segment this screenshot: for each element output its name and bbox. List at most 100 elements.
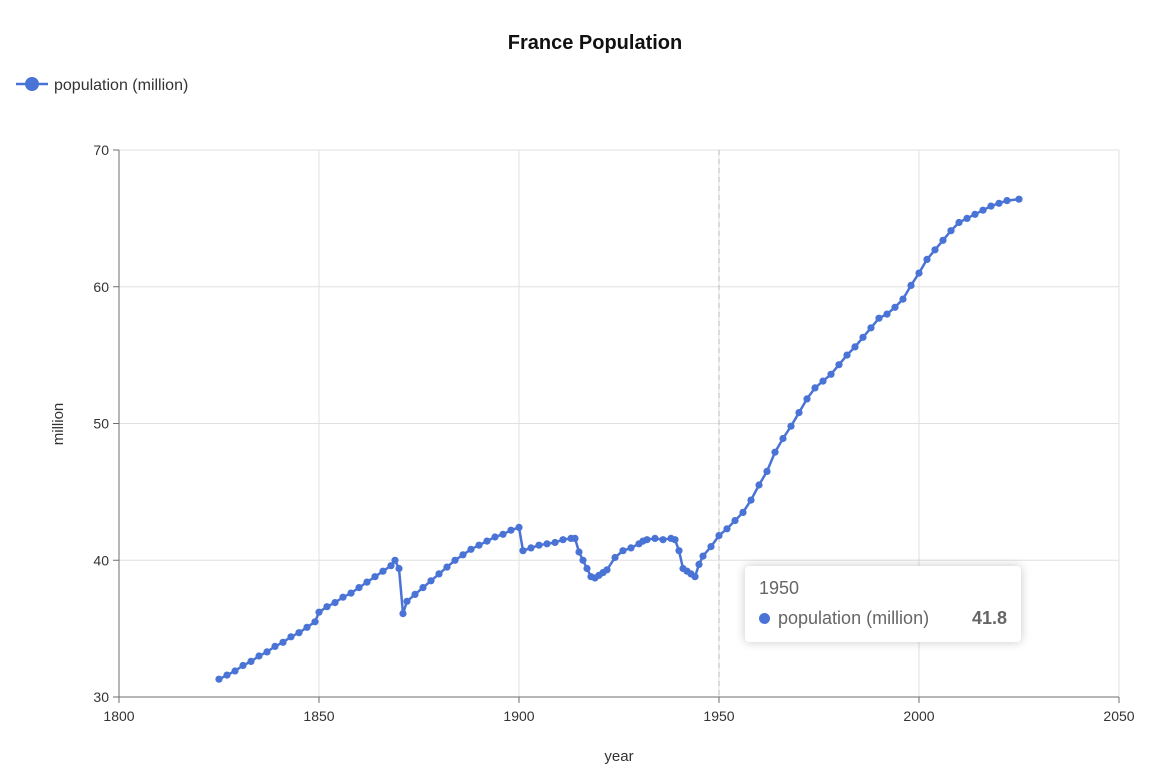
data-point[interactable] — [443, 563, 451, 571]
data-point[interactable] — [947, 227, 955, 235]
data-point[interactable] — [475, 541, 483, 549]
data-point[interactable] — [835, 361, 843, 369]
data-point[interactable] — [311, 618, 319, 626]
data-point[interactable] — [579, 556, 587, 564]
data-point[interactable] — [787, 422, 795, 430]
data-point[interactable] — [995, 199, 1003, 207]
data-point[interactable] — [527, 544, 535, 552]
data-point[interactable] — [811, 384, 819, 392]
data-point[interactable] — [939, 236, 947, 244]
data-point[interactable] — [215, 675, 223, 683]
data-point[interactable] — [279, 638, 287, 646]
data-point[interactable] — [731, 517, 739, 525]
data-point[interactable] — [411, 590, 419, 599]
data-point[interactable] — [803, 395, 811, 403]
data-point[interactable] — [571, 534, 579, 543]
data-point[interactable] — [955, 218, 963, 227]
data-point[interactable] — [843, 351, 851, 359]
data-point[interactable] — [467, 545, 475, 553]
data-point[interactable] — [295, 629, 303, 637]
data-point[interactable] — [303, 623, 311, 631]
data-point[interactable] — [915, 269, 923, 277]
data-point[interactable] — [507, 526, 515, 534]
data-point[interactable] — [451, 556, 459, 564]
data-point[interactable] — [1003, 197, 1011, 205]
data-point[interactable] — [819, 377, 827, 385]
data-point[interactable] — [515, 523, 523, 532]
data-point[interactable] — [795, 409, 803, 417]
data-point[interactable] — [923, 255, 931, 263]
data-point[interactable] — [263, 648, 271, 656]
data-point[interactable] — [1015, 195, 1023, 203]
data-point[interactable] — [691, 573, 699, 581]
data-point[interactable] — [971, 210, 979, 218]
data-point[interactable] — [399, 610, 407, 618]
data-point[interactable] — [519, 547, 527, 555]
data-point[interactable] — [603, 566, 611, 574]
data-point[interactable] — [371, 573, 379, 581]
data-point[interactable] — [543, 540, 551, 548]
data-point[interactable] — [551, 538, 559, 547]
data-point[interactable] — [239, 661, 247, 670]
data-point[interactable] — [931, 246, 939, 254]
data-point[interactable] — [851, 343, 859, 351]
legend[interactable]: population (million) — [16, 77, 188, 94]
data-point[interactable] — [499, 530, 507, 538]
data-point[interactable] — [755, 481, 763, 489]
data-point[interactable] — [575, 548, 583, 556]
data-point[interactable] — [379, 567, 387, 575]
data-point[interactable] — [899, 295, 907, 303]
data-point[interactable] — [715, 532, 723, 540]
data-point[interactable] — [271, 642, 279, 651]
data-point[interactable] — [659, 536, 667, 544]
data-point[interactable] — [247, 657, 255, 666]
data-point[interactable] — [331, 599, 339, 607]
data-point[interactable] — [435, 570, 443, 578]
data-point[interactable] — [907, 281, 915, 289]
series-population[interactable] — [215, 195, 1023, 683]
data-point[interactable] — [643, 536, 651, 544]
data-point[interactable] — [875, 314, 883, 322]
data-point[interactable] — [979, 206, 987, 214]
data-point[interactable] — [675, 547, 683, 555]
data-point[interactable] — [459, 551, 467, 559]
data-point[interactable] — [355, 584, 363, 592]
data-point[interactable] — [627, 544, 635, 552]
data-point[interactable] — [747, 496, 755, 504]
data-point[interactable] — [763, 467, 771, 475]
data-point[interactable] — [867, 324, 875, 332]
data-point[interactable] — [323, 603, 331, 611]
data-point[interactable] — [223, 671, 231, 679]
data-point[interactable] — [339, 593, 347, 601]
data-point[interactable] — [363, 578, 371, 586]
data-point[interactable] — [483, 537, 491, 545]
data-point[interactable] — [739, 508, 747, 516]
data-point[interactable] — [883, 310, 891, 318]
data-point[interactable] — [963, 214, 971, 222]
data-point[interactable] — [611, 553, 619, 562]
data-point[interactable] — [287, 633, 295, 641]
data-point[interactable] — [859, 333, 867, 341]
data-point[interactable] — [671, 536, 679, 544]
data-point[interactable] — [387, 562, 395, 570]
data-point[interactable] — [347, 589, 355, 597]
data-point[interactable] — [427, 577, 435, 585]
data-point[interactable] — [891, 303, 899, 311]
data-point[interactable] — [419, 584, 427, 592]
data-point[interactable] — [391, 556, 399, 564]
data-point[interactable] — [699, 552, 707, 560]
data-point[interactable] — [535, 541, 543, 549]
data-point[interactable] — [315, 608, 323, 616]
data-point[interactable] — [619, 547, 627, 555]
data-point[interactable] — [723, 525, 731, 533]
data-point[interactable] — [583, 564, 591, 573]
data-point[interactable] — [491, 533, 499, 541]
data-point[interactable] — [827, 370, 835, 378]
data-point[interactable] — [779, 434, 787, 443]
data-point[interactable] — [395, 564, 403, 573]
data-point[interactable] — [231, 667, 239, 675]
data-point[interactable] — [695, 560, 703, 569]
data-point[interactable] — [559, 536, 567, 544]
data-point[interactable] — [651, 534, 659, 543]
data-point[interactable] — [707, 543, 715, 551]
